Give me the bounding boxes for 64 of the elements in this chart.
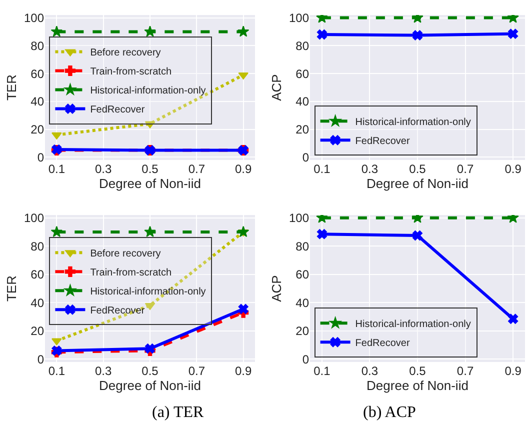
x-tick-label: 0.7 <box>188 162 206 176</box>
y-tick-label: 40 <box>296 94 310 109</box>
legend-label: Historical-information-only <box>355 318 471 330</box>
x-axis-title: Degree of Non-iid <box>366 176 468 191</box>
x-tick-label: 0.1 <box>314 162 331 176</box>
y-tick-label: 60 <box>30 66 44 81</box>
y-tick-label: 20 <box>30 324 44 338</box>
legend-label: Historical-information-only <box>90 86 206 97</box>
x-tick-label: 0.3 <box>94 162 112 176</box>
y-tick-label: 100 <box>24 10 44 25</box>
y-tick-label: 100 <box>288 10 310 25</box>
y-tick-label: 80 <box>30 38 44 53</box>
x-axis-title: Degree of Non-iid <box>99 378 201 393</box>
x-tick-label: 0.1 <box>48 364 66 378</box>
y-axis-title: TER <box>4 276 19 302</box>
y-tick-label: 40 <box>30 296 44 310</box>
x-tick-label: 0.3 <box>94 364 112 378</box>
x-tick-label: 0.9 <box>234 162 252 176</box>
x-tick-label: 0.5 <box>409 364 426 378</box>
y-tick-label: 20 <box>30 122 44 137</box>
y-tick-label: 0 <box>302 150 310 164</box>
y-tick-label: 100 <box>24 211 44 226</box>
y-tick-label: 20 <box>296 324 310 338</box>
x-tick-label: 0.9 <box>504 364 522 378</box>
legend-label: Before recovery <box>90 48 161 59</box>
y-tick-label: 80 <box>296 38 310 53</box>
x-tick-label: 0.1 <box>48 162 66 176</box>
y-tick-label: 20 <box>296 122 310 137</box>
x-tick-label: 0.7 <box>188 364 206 378</box>
legend-label: FedRecover <box>355 338 410 349</box>
y-tick-label: 0 <box>37 352 44 366</box>
legend-label: FedRecover <box>90 104 146 116</box>
x-tick-label: 0.5 <box>409 162 426 176</box>
y-tick-label: 0 <box>302 352 310 366</box>
x-tick-label: 0.9 <box>504 162 522 176</box>
y-tick-label: 80 <box>30 239 44 254</box>
y-tick-label: 60 <box>296 268 310 282</box>
x-axis-title: Degree of Non-iid <box>99 176 201 191</box>
y-tick-label: 60 <box>30 268 44 282</box>
y-tick-label: 40 <box>30 94 44 109</box>
legend-label: Before recovery <box>90 248 161 260</box>
x-tick-label: 0.9 <box>234 364 252 378</box>
y-tick-label: 80 <box>296 239 310 254</box>
x-tick-label: 0.7 <box>456 364 474 378</box>
y-tick-label: 0 <box>37 150 44 164</box>
y-axis-title: ACP <box>268 74 284 101</box>
y-axis-title: TER <box>4 74 19 100</box>
legend-label: Historical-information-only <box>355 117 471 128</box>
text: (a) TER <box>152 404 204 421</box>
x-tick-label: 0.3 <box>361 364 378 378</box>
text: (b) ACP <box>363 404 416 421</box>
legend-label: Train-from-scratch <box>90 268 172 279</box>
x-tick-label: 0.5 <box>142 364 159 378</box>
y-tick-label: 100 <box>288 211 310 226</box>
x-tick-label: 0.3 <box>361 162 378 176</box>
y-tick-label: 40 <box>296 296 310 310</box>
legend-label: FedRecover <box>355 136 410 148</box>
y-tick-label: 60 <box>296 66 310 81</box>
y-axis-title: ACP <box>268 275 284 302</box>
x-tick-label: 0.5 <box>142 162 159 176</box>
x-tick-label: 0.7 <box>456 162 474 176</box>
legend-label: Train-from-scratch <box>90 66 172 78</box>
x-tick-label: 0.1 <box>314 364 331 378</box>
x-axis-title: Degree of Non-iid <box>366 378 468 393</box>
